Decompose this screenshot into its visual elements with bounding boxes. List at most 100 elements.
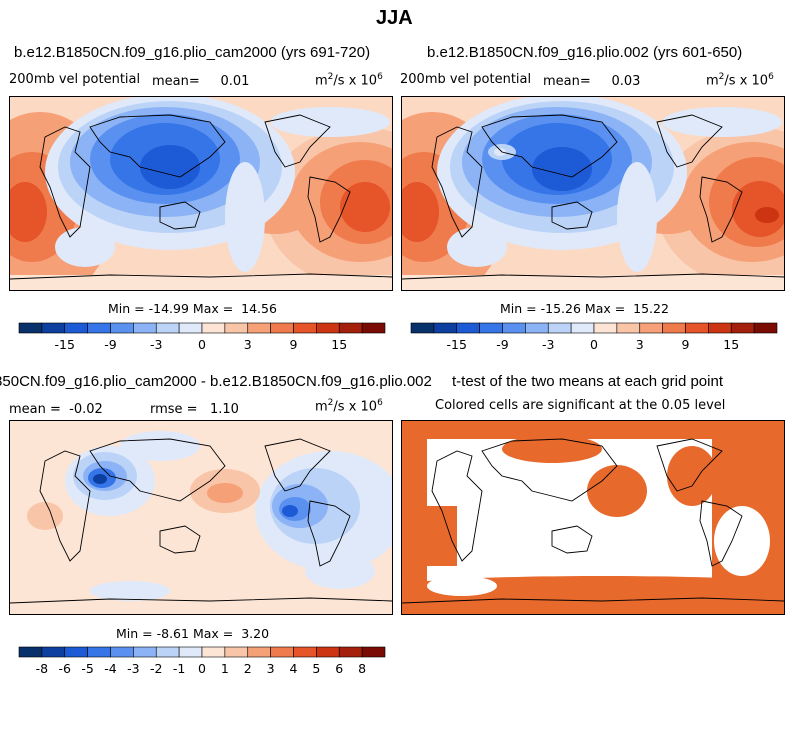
colorbar-swatch — [316, 322, 340, 334]
colorbar-tick-label: -6 — [59, 661, 72, 676]
colorbar-tick-label: -8 — [36, 661, 49, 676]
colorbar-swatch — [41, 322, 66, 334]
colorbar-swatch — [178, 322, 203, 334]
mean-value-bottom-left: -0.02 — [69, 402, 103, 417]
colorbar-swatch — [41, 646, 66, 658]
max-value-top-right: 15.22 — [633, 301, 669, 316]
colorbar-swatch — [410, 322, 435, 334]
colorbar-tick-label: 5 — [312, 661, 320, 676]
units-label-top-right: m2/s x 106 — [706, 72, 774, 89]
colorbar-swatch — [224, 322, 249, 334]
colorbar-tick-label: 9 — [290, 337, 298, 352]
mean-label-top-right: mean= 0.03 — [543, 74, 641, 89]
max-value-bottom-left: 3.20 — [241, 626, 270, 641]
colorbar-swatch — [708, 322, 732, 334]
colorbar-swatch — [293, 322, 317, 334]
colorbar-swatch — [270, 646, 294, 658]
colorbar-swatch — [361, 646, 386, 658]
minmax-bottom-left: Min = -8.61 Max = 3.20 — [116, 626, 270, 641]
colorbar-swatch — [18, 646, 43, 658]
units-label-top-left: m2/s x 106 — [315, 72, 383, 89]
min-value-bottom-left: -8.61 — [156, 626, 189, 641]
colorbar-swatch — [479, 322, 503, 334]
map-panel-top-right — [401, 96, 785, 291]
panel-title-bottom-right: t-test of the two means at each grid poi… — [452, 373, 723, 390]
colorbar-swatch — [316, 646, 340, 658]
minmax-top-left: Min = -14.99 Max = 14.56 — [108, 301, 277, 316]
colorbar-tick-label: 3 — [244, 337, 252, 352]
mean-label-bottom-left: mean = -0.02 — [9, 402, 103, 417]
colorbar-swatch — [639, 322, 663, 334]
mean-value-top-right: 0.03 — [611, 74, 641, 89]
mean-label-top-left: mean= 0.01 — [152, 74, 250, 89]
colorbar-swatch — [662, 322, 686, 334]
colorbar-swatch — [247, 322, 271, 334]
colorbar-swatch — [338, 646, 363, 658]
colorbar-tick-label: 15 — [723, 337, 739, 352]
colorbar-swatch — [293, 646, 317, 658]
colorbar-bottom-left: -8 -6 -5 -4 -3 -2 -1 0 1 2 3 4 5 6 8 — [18, 646, 386, 676]
colorbar-swatch — [87, 646, 111, 658]
colorbar-tick-label: 0 — [590, 337, 598, 352]
colorbar-swatch — [18, 322, 43, 334]
colorbar-swatch — [110, 646, 134, 658]
colorbar-swatch — [456, 322, 480, 334]
panel-title-bottom-left: b.e12.B1850CN.f09_g16.plio_cam2000 - b.e… — [0, 373, 432, 390]
map-panel-top-left — [9, 96, 393, 291]
colorbar-swatch — [502, 322, 526, 334]
colorbar-swatch — [224, 646, 249, 658]
colorbar-tick-label: 2 — [244, 661, 252, 676]
min-value-top-left: -14.99 — [148, 301, 189, 316]
figure-title: JJA — [376, 7, 413, 29]
minmax-top-right: Min = -15.26 Max = 15.22 — [500, 301, 669, 316]
colorbar-tick-label: 4 — [290, 661, 298, 676]
colorbar-swatch — [155, 322, 180, 334]
colorbar-tick-label: -4 — [104, 661, 117, 676]
colorbar-swatch — [570, 322, 595, 334]
colorbar-swatch — [201, 646, 226, 658]
colorbar-tick-label: 8 — [358, 661, 366, 676]
colorbar-top-right: -15 -9 -3 0 3 9 15 — [410, 322, 778, 352]
mean-value-top-left: 0.01 — [220, 74, 250, 89]
colorbar-swatch — [433, 322, 458, 334]
colorbar-tick-label: -1 — [173, 661, 185, 676]
map-panel-bottom-right — [401, 420, 785, 615]
colorbar-tick-label: 3 — [636, 337, 644, 352]
colorbar-tick-label: -2 — [150, 661, 162, 676]
variable-label-top-left: 200mb vel potential — [9, 72, 141, 87]
colorbar-swatch — [133, 646, 157, 658]
colorbar-tick-label: -9 — [104, 337, 117, 352]
colorbar-swatch — [593, 322, 618, 334]
colorbar-tick-label: -3 — [127, 661, 139, 676]
colorbar-tick-label: 0 — [198, 337, 206, 352]
colorbar-swatch — [155, 646, 180, 658]
colorbar-tick-label: -3 — [542, 337, 554, 352]
variable-label-top-right: 200mb vel potential — [400, 72, 532, 87]
colorbar-tick-label: -9 — [496, 337, 509, 352]
rmse-label-bottom-left: rmse = 1.10 — [150, 402, 239, 417]
colorbar-tick-label: 6 — [335, 661, 343, 676]
colorbar-swatch — [547, 322, 572, 334]
colorbar-tick-label: -5 — [81, 661, 93, 676]
colorbar-swatch — [616, 322, 641, 334]
colorbar-swatch — [685, 322, 709, 334]
panel-title-top-right: b.e12.B1850CN.f09_g16.plio.002 (yrs 601-… — [427, 44, 743, 61]
colorbar-tick-label: 3 — [267, 661, 275, 676]
colorbar-tick-label: 9 — [682, 337, 690, 352]
colorbar-swatch — [338, 322, 363, 334]
colorbar-swatch — [64, 322, 88, 334]
colorbar-swatch — [178, 646, 203, 658]
colorbar-tick-label: -15 — [55, 337, 75, 352]
colorbar-swatch — [64, 646, 88, 658]
panel-subtitle-bottom-right: Colored cells are significant at the 0.0… — [435, 398, 726, 413]
colorbar-swatch — [753, 322, 778, 334]
map-panel-bottom-left — [9, 420, 393, 615]
colorbar-swatch — [133, 322, 157, 334]
colorbar-swatch — [110, 322, 134, 334]
units-label-bottom-left: m2/s x 106 — [315, 398, 383, 415]
panel-title-top-left: b.e12.B1850CN.f09_g16.plio_cam2000 (yrs … — [14, 44, 371, 61]
panel-title-clip-bottom-left: b.e12.B1850CN.f09_g16.plio_cam2000 - b.e… — [0, 370, 452, 392]
colorbar-swatch — [361, 322, 386, 334]
colorbar-top-left: -15 -9 -3 0 3 9 15 — [18, 322, 386, 352]
colorbar-swatch — [270, 322, 294, 334]
